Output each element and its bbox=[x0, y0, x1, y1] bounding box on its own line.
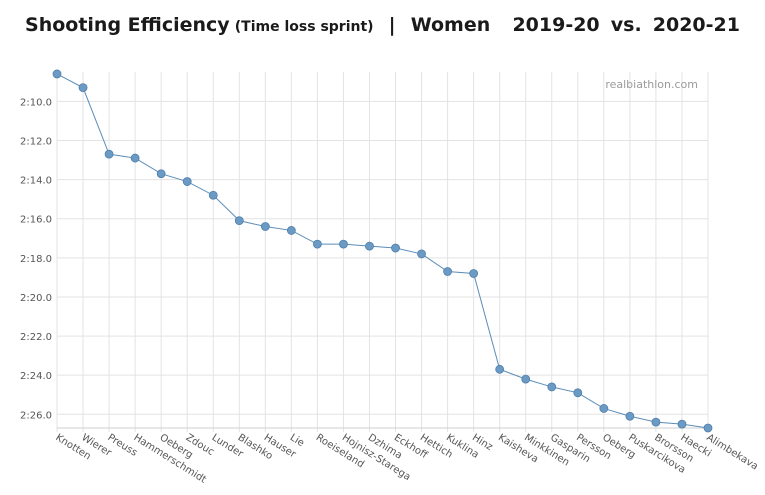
data-point[interactable] bbox=[599, 404, 609, 413]
data-point[interactable] bbox=[130, 153, 140, 163]
data-point[interactable] bbox=[286, 226, 296, 235]
data-point[interactable] bbox=[443, 267, 453, 276]
y-axis: 2:10.0 2:12.0 2:14.0 2:16.0 2:18.0 2:20.0 2:22… bbox=[20, 97, 52, 421]
title-season-b: 2020-21 bbox=[652, 14, 740, 36]
data-point[interactable] bbox=[104, 149, 114, 159]
title-separator: | bbox=[388, 14, 396, 36]
data-point[interactable] bbox=[365, 241, 374, 251]
y-tick-label: 2:20.0 bbox=[20, 293, 52, 304]
data-point[interactable] bbox=[469, 269, 479, 278]
data-point[interactable] bbox=[208, 190, 218, 200]
data-point[interactable] bbox=[260, 222, 270, 231]
data-point[interactable] bbox=[573, 388, 583, 398]
series-line bbox=[56, 73, 709, 429]
title-group: Women bbox=[410, 14, 491, 36]
y-tick-label: 2:10.0 bbox=[20, 97, 52, 108]
y-tick-label: 2:14.0 bbox=[20, 176, 52, 187]
title-sub: (Time loss sprint) bbox=[234, 19, 374, 35]
y-tick-label: 2:26.0 bbox=[20, 410, 52, 421]
x-tick-label: Alimbekava bbox=[704, 432, 759, 472]
data-point[interactable] bbox=[234, 216, 244, 226]
data-point[interactable] bbox=[52, 69, 62, 79]
data-point[interactable] bbox=[677, 419, 687, 429]
data-point[interactable] bbox=[312, 239, 322, 249]
data-point[interactable] bbox=[417, 249, 426, 259]
title-main: Shooting Efficiency bbox=[25, 14, 230, 36]
y-tick-label: 2:12.0 bbox=[20, 136, 52, 147]
grid-lines bbox=[56, 72, 709, 432]
y-tick-label: 2:18.0 bbox=[20, 254, 52, 265]
data-point[interactable] bbox=[495, 364, 505, 374]
data-point[interactable] bbox=[182, 177, 192, 186]
data-point[interactable] bbox=[651, 417, 661, 427]
y-tick-label: 2:16.0 bbox=[20, 215, 52, 226]
y-tick-label: 2:22.0 bbox=[20, 332, 52, 343]
data-point[interactable] bbox=[703, 423, 713, 433]
data-point[interactable] bbox=[521, 374, 531, 384]
data-point[interactable] bbox=[547, 382, 557, 392]
data-point[interactable] bbox=[339, 239, 348, 249]
data-points bbox=[52, 69, 713, 433]
watermark: realbiathlon.com bbox=[605, 78, 698, 91]
title-season-a: 2019-20 bbox=[512, 14, 600, 36]
x-axis: KnottenWiererPreussHammerschmidtOebergZd… bbox=[53, 432, 759, 485]
chart-title: Shooting Efficiency (Time loss sprint) |… bbox=[0, 14, 765, 36]
title-vs: vs. bbox=[610, 14, 642, 36]
data-point[interactable] bbox=[391, 243, 400, 253]
data-point[interactable] bbox=[156, 169, 166, 179]
data-point[interactable] bbox=[625, 411, 635, 421]
y-tick-label: 2:24.0 bbox=[20, 371, 52, 382]
data-point[interactable] bbox=[78, 83, 88, 93]
